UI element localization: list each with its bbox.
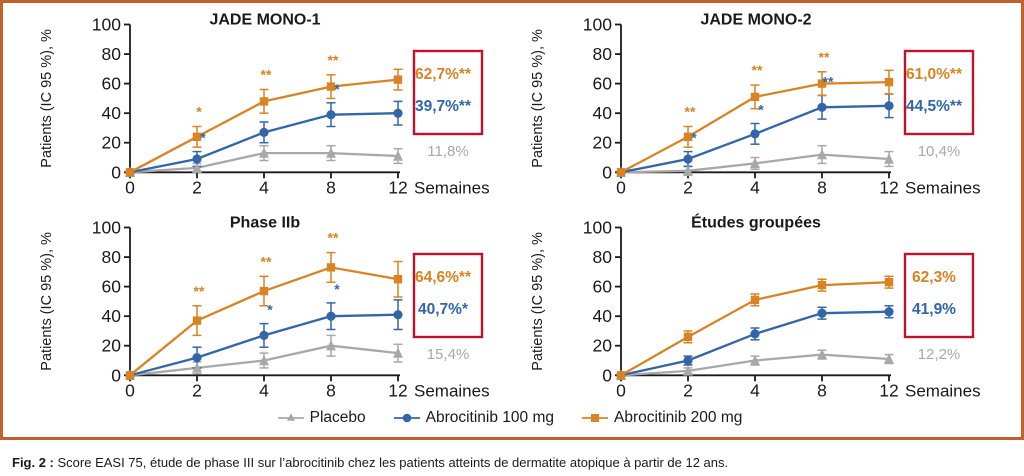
svg-text:0: 0 bbox=[602, 162, 612, 182]
svg-text:44,5%**: 44,5%** bbox=[906, 98, 963, 115]
svg-text:JADE MONO-1: JADE MONO-1 bbox=[209, 12, 320, 29]
svg-text:*: * bbox=[200, 130, 206, 146]
svg-text:62,3%: 62,3% bbox=[912, 269, 956, 286]
svg-text:0: 0 bbox=[125, 177, 135, 197]
svg-text:Phase IIb: Phase IIb bbox=[230, 215, 300, 232]
svg-text:**: ** bbox=[328, 52, 339, 68]
svg-text:0: 0 bbox=[602, 365, 612, 385]
svg-text:0: 0 bbox=[616, 177, 626, 197]
svg-text:61,0%**: 61,0%** bbox=[906, 66, 963, 83]
svg-text:2: 2 bbox=[192, 177, 202, 197]
svg-text:15,4%: 15,4% bbox=[427, 346, 470, 363]
svg-text:40: 40 bbox=[102, 103, 122, 123]
svg-text:40,7%*: 40,7%* bbox=[418, 301, 469, 318]
svg-text:**: ** bbox=[823, 73, 834, 89]
svg-text:100: 100 bbox=[92, 218, 121, 238]
svg-text:11,8%: 11,8% bbox=[427, 143, 468, 160]
svg-text:80: 80 bbox=[593, 44, 613, 64]
svg-text:100: 100 bbox=[583, 218, 612, 238]
svg-text:*: * bbox=[691, 130, 697, 146]
svg-text:39,7%**: 39,7%** bbox=[415, 98, 472, 115]
svg-text:60: 60 bbox=[102, 74, 122, 94]
svg-text:8: 8 bbox=[326, 380, 336, 400]
svg-text:20: 20 bbox=[102, 336, 122, 356]
svg-text:12,2%: 12,2% bbox=[918, 346, 961, 363]
svg-text:62,7%**: 62,7%** bbox=[415, 66, 472, 83]
svg-text:0: 0 bbox=[125, 380, 135, 400]
svg-text:12: 12 bbox=[879, 177, 898, 197]
svg-text:60: 60 bbox=[102, 277, 122, 297]
svg-text:0: 0 bbox=[111, 365, 121, 385]
svg-text:**: ** bbox=[819, 49, 830, 65]
svg-text:40: 40 bbox=[102, 306, 122, 326]
svg-text:Patients (IC 95 %), %: Patients (IC 95 %), % bbox=[39, 232, 55, 371]
svg-text:41,9%: 41,9% bbox=[912, 301, 956, 318]
svg-text:60: 60 bbox=[593, 74, 613, 94]
svg-text:80: 80 bbox=[102, 44, 122, 64]
svg-text:**: ** bbox=[261, 253, 272, 269]
svg-text:100: 100 bbox=[92, 15, 121, 35]
svg-text:12: 12 bbox=[879, 380, 898, 400]
svg-text:8: 8 bbox=[817, 177, 827, 197]
svg-text:**: ** bbox=[328, 230, 339, 246]
svg-text:64,6%**: 64,6%** bbox=[415, 269, 472, 286]
svg-text:40: 40 bbox=[593, 306, 613, 326]
svg-text:8: 8 bbox=[817, 380, 827, 400]
svg-text:Patients (IC 95 %), %: Patients (IC 95 %), % bbox=[39, 29, 55, 168]
svg-text:*: * bbox=[267, 302, 273, 318]
svg-text:20: 20 bbox=[593, 336, 613, 356]
svg-text:80: 80 bbox=[102, 247, 122, 267]
svg-text:JADE MONO-2: JADE MONO-2 bbox=[700, 12, 811, 29]
svg-text:40: 40 bbox=[593, 103, 613, 123]
svg-text:Patients (IC 95 %), %: Patients (IC 95 %), % bbox=[530, 29, 546, 168]
svg-text:60: 60 bbox=[593, 277, 613, 297]
svg-text:4: 4 bbox=[259, 380, 269, 400]
svg-text:Semaines: Semaines bbox=[905, 178, 981, 197]
svg-text:20: 20 bbox=[102, 133, 122, 153]
svg-text:20: 20 bbox=[593, 133, 613, 153]
svg-text:2: 2 bbox=[683, 380, 693, 400]
svg-text:0: 0 bbox=[111, 162, 121, 182]
svg-text:100: 100 bbox=[583, 15, 612, 35]
svg-text:Études groupées: Études groupées bbox=[691, 213, 821, 232]
svg-text:**: ** bbox=[752, 62, 763, 78]
svg-text:**: ** bbox=[685, 104, 696, 120]
svg-text:4: 4 bbox=[750, 380, 760, 400]
svg-text:4: 4 bbox=[750, 177, 760, 197]
svg-text:80: 80 bbox=[593, 247, 613, 267]
svg-text:Semaines: Semaines bbox=[414, 178, 490, 197]
svg-text:8: 8 bbox=[326, 177, 336, 197]
svg-text:*: * bbox=[334, 81, 340, 97]
svg-text:12: 12 bbox=[388, 177, 407, 197]
svg-text:2: 2 bbox=[192, 380, 202, 400]
svg-text:10,4%: 10,4% bbox=[918, 143, 961, 160]
svg-text:Patients (IC 95 %), %: Patients (IC 95 %), % bbox=[530, 232, 546, 371]
svg-text:*: * bbox=[334, 281, 340, 297]
svg-text:**: ** bbox=[194, 283, 205, 299]
svg-text:**: ** bbox=[261, 67, 272, 83]
svg-text:4: 4 bbox=[259, 177, 269, 197]
svg-text:*: * bbox=[758, 102, 764, 118]
svg-text:*: * bbox=[196, 104, 202, 120]
svg-text:2: 2 bbox=[683, 177, 693, 197]
svg-text:Semaines: Semaines bbox=[905, 381, 981, 400]
svg-text:12: 12 bbox=[388, 380, 407, 400]
svg-text:Semaines: Semaines bbox=[414, 381, 490, 400]
svg-text:0: 0 bbox=[616, 380, 626, 400]
